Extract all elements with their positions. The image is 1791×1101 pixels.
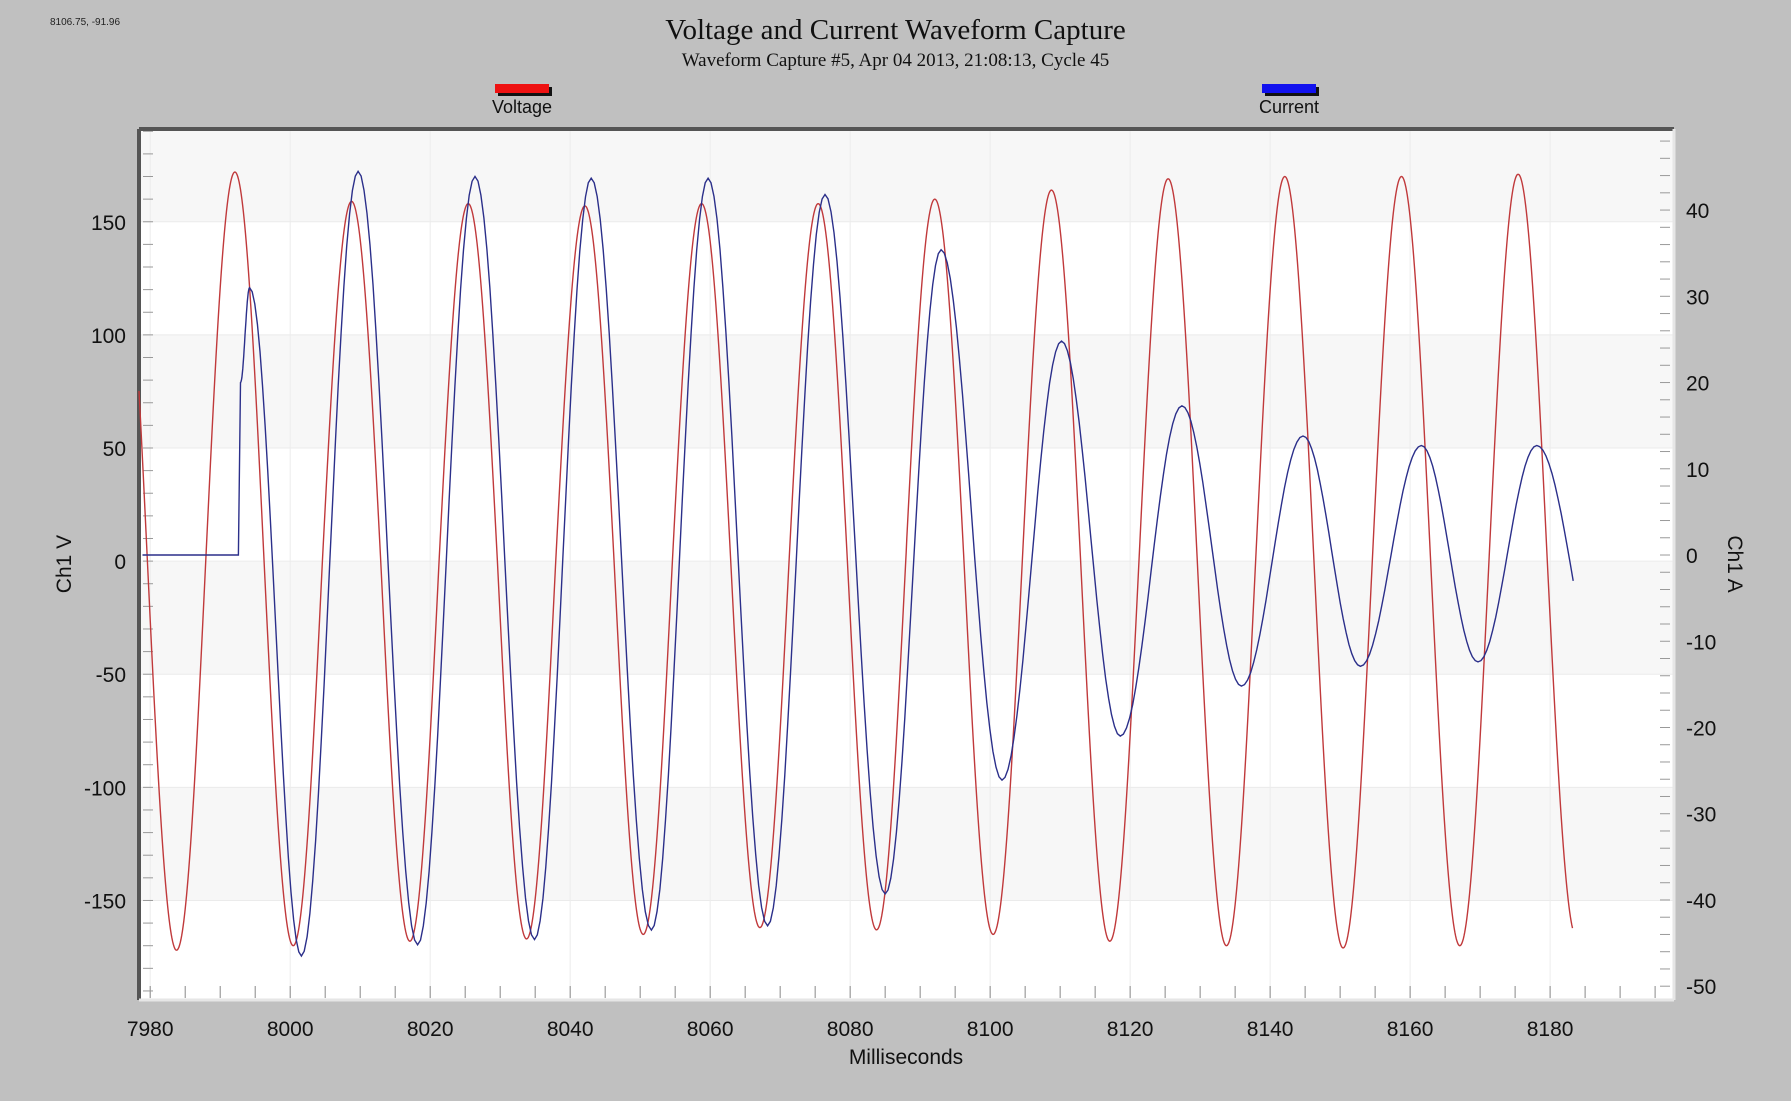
y-tick-label: 150 [91, 212, 126, 235]
legend-swatch-voltage-icon [495, 84, 549, 93]
y2-tick-label: 30 [1686, 286, 1709, 309]
x-tick-label: 8040 [547, 1018, 594, 1041]
y-tick-label: 100 [91, 325, 126, 348]
y-axis-label-left: Ch1 V [53, 535, 76, 593]
chart-title: Voltage and Current Waveform Capture [665, 14, 1126, 46]
y-tick-label: -150 [84, 890, 126, 913]
y2-tick-label: -20 [1686, 717, 1716, 740]
legend-swatch-current-icon [1262, 84, 1316, 93]
legend-voltage[interactable]: Voltage [442, 84, 602, 118]
x-tick-label: 8100 [967, 1018, 1014, 1041]
x-tick-label: 8020 [407, 1018, 454, 1041]
current-trace [142, 169, 1574, 958]
x-tick-label: 8120 [1107, 1018, 1154, 1041]
x-tick-label: 8160 [1387, 1018, 1434, 1041]
y-axis-label-right: Ch1 A [1723, 535, 1746, 592]
plot-area[interactable] [139, 129, 1674, 1000]
x-tick-label: 8060 [687, 1018, 734, 1041]
x-tick-label: 8000 [267, 1018, 314, 1041]
series-lines [138, 169, 1574, 958]
axis-tick-labels: 7980 8000 8020 8040 8060 8080 8100 8120 8140 8160… [84, 200, 1716, 1041]
axis-ticks [143, 130, 1670, 998]
plot-frame [137, 127, 1676, 1002]
y2-tick-label: 0 [1686, 545, 1698, 568]
y-tick-label: -50 [96, 664, 126, 687]
y2-tick-label: -40 [1686, 890, 1716, 913]
plot-band [139, 334, 1674, 448]
chart-subtitle: Waveform Capture #5, Apr 04 2013, 21:08:… [681, 50, 1110, 71]
x-tick-label: 8080 [827, 1018, 874, 1041]
y2-tick-label: -50 [1686, 976, 1716, 999]
y-tick-label: -100 [84, 777, 126, 800]
y-tick-label: 0 [114, 551, 126, 574]
legend-current[interactable]: Current [1209, 84, 1369, 118]
y-tick-label: 50 [103, 438, 126, 461]
x-tick-label: 7980 [127, 1018, 174, 1041]
y2-tick-label: -10 [1686, 631, 1716, 654]
gridlines [139, 129, 1674, 1000]
y2-tick-label: 20 [1686, 373, 1709, 396]
y2-tick-label: -30 [1686, 804, 1716, 827]
legend-voltage-label: Voltage [491, 97, 553, 117]
cursor-coordinate-readout: 8106.75, -91.96 [50, 17, 121, 28]
voltage-trace [138, 171, 1574, 951]
x-axis-label: Milliseconds [849, 1046, 963, 1069]
y2-tick-label: 40 [1686, 200, 1709, 223]
plot-band [139, 561, 1674, 675]
x-tick-label: 8140 [1247, 1018, 1294, 1041]
y2-tick-label: 10 [1686, 459, 1709, 482]
x-tick-label: 8180 [1527, 1018, 1574, 1041]
legend-current-label: Current [1258, 97, 1320, 117]
plot-band [139, 787, 1674, 901]
plot-band [139, 129, 1674, 222]
